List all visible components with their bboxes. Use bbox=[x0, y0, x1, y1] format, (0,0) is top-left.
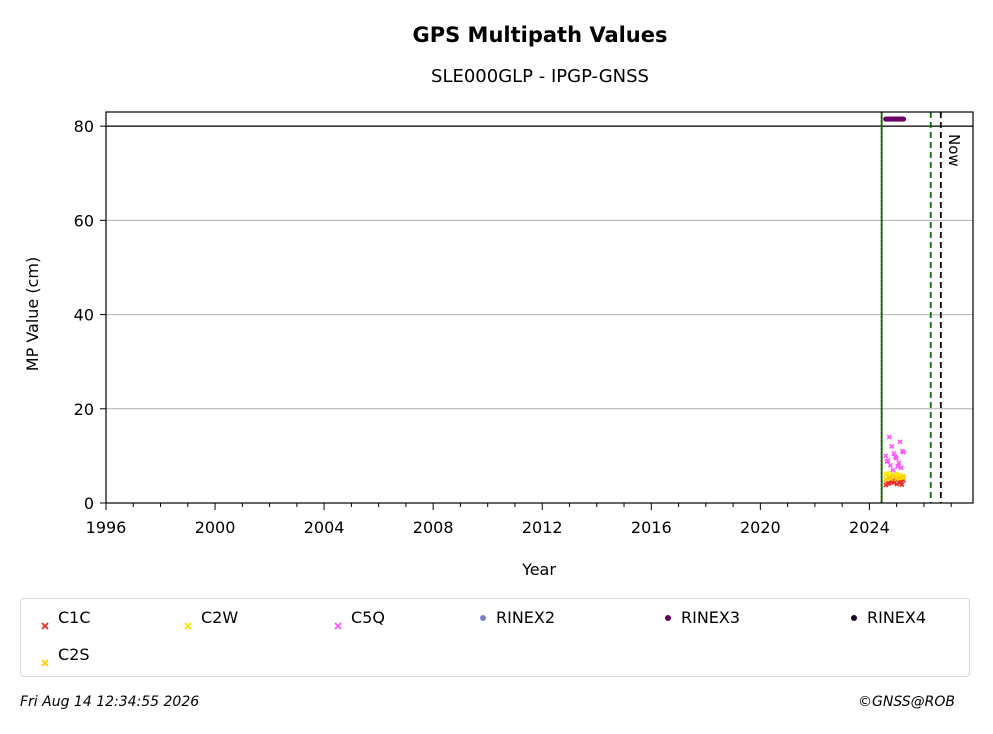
y-tick-label: 20 bbox=[74, 400, 94, 419]
chart-subtitle: SLE000GLP - IPGP-GNSS bbox=[431, 66, 649, 87]
data-point-c5q bbox=[887, 462, 894, 468]
x-tick-label: 2012 bbox=[522, 518, 563, 537]
chart-title: GPS Multipath Values bbox=[412, 23, 667, 47]
x-tick-label: 2000 bbox=[195, 518, 236, 537]
x-tick-label: 2020 bbox=[740, 518, 781, 537]
data-point-rinex3 bbox=[900, 116, 907, 122]
y-tick-label: 60 bbox=[74, 211, 94, 230]
grid-layer bbox=[106, 125, 973, 410]
footer-timestamp: Fri Aug 14 12:34:55 2026 bbox=[20, 694, 200, 710]
data-point-c1c bbox=[891, 480, 897, 486]
data-point-c2w bbox=[884, 470, 890, 476]
legend-label: RINEX3 bbox=[681, 608, 741, 627]
legend-item-c5q: C5Q bbox=[334, 607, 385, 630]
tick-layer: 1996 2000 2004 2008 2012 2016 2020 2024 0 20 40 60 8… bbox=[74, 117, 952, 537]
legend-item-rinex4: RINEX4 bbox=[850, 607, 926, 629]
legend-item-c2w: C2W bbox=[184, 607, 239, 630]
legend-label: C2W bbox=[201, 608, 239, 627]
data-point-c2s bbox=[893, 476, 899, 482]
data-point-c5q bbox=[896, 460, 902, 466]
data-point-c5q bbox=[900, 449, 907, 455]
legend-marker-icon bbox=[851, 614, 857, 621]
legend-marker-icon bbox=[41, 614, 49, 630]
x-tick-label: 2024 bbox=[849, 518, 890, 537]
legend-label: RINEX2 bbox=[496, 608, 556, 627]
now-label: Now bbox=[945, 134, 963, 167]
x-tick-label: 2016 bbox=[631, 518, 672, 537]
data-point-c2s bbox=[883, 476, 889, 483]
legend: C1C C2W C5Q RINEX2 RINEX3 RINEX4 C2S bbox=[20, 598, 970, 677]
legend-label: C5Q bbox=[351, 608, 385, 627]
y-tick-label: 80 bbox=[74, 117, 94, 136]
data-points-layer bbox=[883, 116, 907, 488]
x-tick-label: 2004 bbox=[304, 518, 345, 537]
data-point-c1c bbox=[899, 482, 905, 488]
data-point-c5q bbox=[889, 443, 895, 450]
legend-label: C1C bbox=[58, 608, 91, 627]
data-point-c5q bbox=[886, 434, 892, 440]
legend-marker-icon bbox=[184, 614, 192, 630]
legend-label: RINEX4 bbox=[867, 608, 927, 627]
x-tick-label: 1996 bbox=[86, 518, 127, 537]
data-point-c5q bbox=[883, 453, 889, 459]
data-point-c5q bbox=[891, 450, 897, 457]
legend-marker-icon bbox=[334, 614, 342, 630]
y-tick-label: 40 bbox=[74, 306, 94, 325]
data-point-c5q bbox=[884, 458, 890, 465]
vertical-lines-layer: Now bbox=[880, 112, 963, 503]
data-point-c5q bbox=[898, 465, 904, 471]
data-point-c5q bbox=[892, 454, 898, 460]
legend-item-c2s: C2S bbox=[41, 644, 90, 667]
y-axis-label: MP Value (cm) bbox=[23, 257, 42, 371]
data-point-c5q bbox=[895, 463, 901, 469]
legend-marker-icon bbox=[665, 614, 671, 621]
x-tick-label: 2008 bbox=[413, 518, 454, 537]
data-point-c2s bbox=[890, 474, 896, 480]
data-point-c5q bbox=[897, 439, 903, 445]
footer-credit: ©GNSS@ROB bbox=[858, 694, 955, 710]
plot-frame bbox=[105, 111, 974, 504]
data-point-c2s bbox=[886, 475, 892, 481]
y-tick-label: 0 bbox=[84, 494, 94, 513]
legend-label: C2S bbox=[58, 645, 90, 664]
legend-marker-icon bbox=[480, 614, 486, 621]
data-point-c5q bbox=[890, 467, 896, 473]
legend-marker-icon bbox=[41, 651, 49, 667]
x-axis-label: Year bbox=[521, 560, 556, 579]
data-point-c2s bbox=[897, 474, 903, 481]
legend-item-c1c: C1C bbox=[41, 607, 91, 630]
legend-item-rinex2: RINEX2 bbox=[479, 607, 555, 629]
data-point-c2s bbox=[900, 473, 907, 479]
legend-item-rinex3: RINEX3 bbox=[664, 607, 740, 629]
